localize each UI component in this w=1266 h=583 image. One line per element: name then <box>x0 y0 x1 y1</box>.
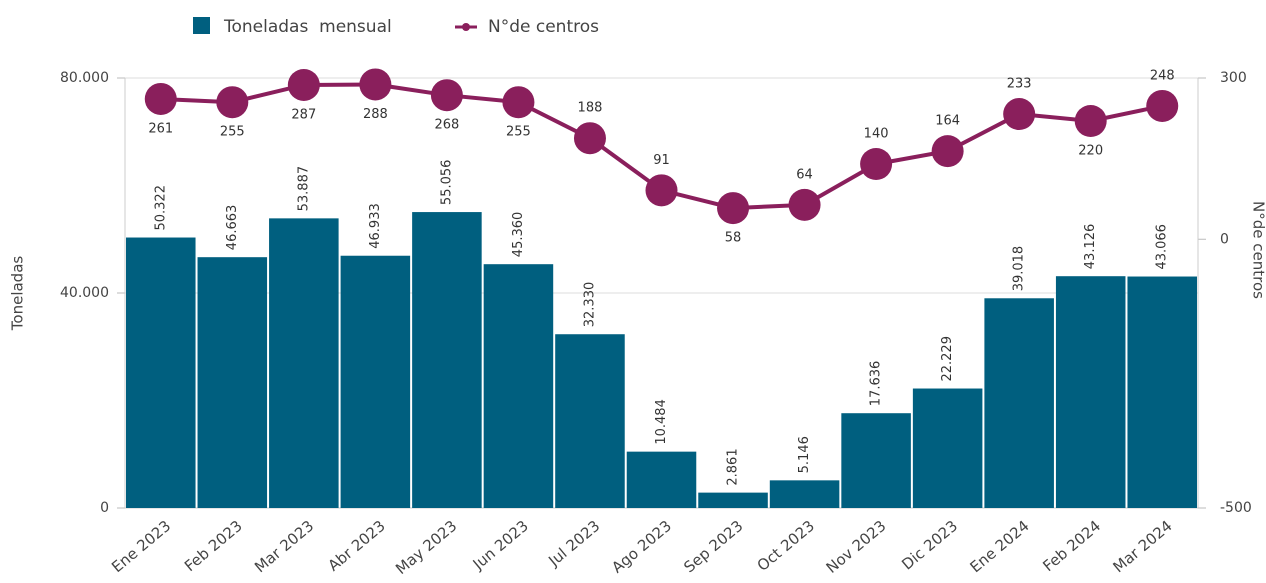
value-label: 46.663 <box>225 205 240 250</box>
value-label: 53.887 <box>296 166 311 212</box>
bar <box>769 480 840 508</box>
legend-label: Toneladas mensual <box>223 17 392 37</box>
x-tick-label: Dic 2023 <box>898 517 961 574</box>
x-tick-label: Abr 2023 <box>324 517 388 575</box>
line-marker <box>645 174 678 207</box>
value-label: 261 <box>148 121 173 136</box>
x-tick-label: Oct 2023 <box>754 517 818 575</box>
bar <box>912 388 983 508</box>
legend-label: N°de centros <box>488 17 599 37</box>
value-label: 220 <box>1078 144 1103 159</box>
bar <box>1127 276 1197 508</box>
x-tick-label: Feb 2024 <box>1039 517 1104 575</box>
value-label: 22.229 <box>940 336 955 382</box>
value-label: 32.330 <box>582 282 597 328</box>
y-tick-label: 0 <box>100 500 109 516</box>
line-marker <box>1146 89 1179 122</box>
y-axis-label: Toneladas <box>9 256 27 332</box>
value-label: 164 <box>935 114 960 129</box>
bar <box>841 413 911 508</box>
bar <box>555 334 625 508</box>
line-marker <box>1074 105 1107 137</box>
value-label: 91 <box>653 153 670 168</box>
line-marker <box>573 122 606 155</box>
value-label: 43.126 <box>1083 224 1098 270</box>
x-tick-label: Jun 2023 <box>469 517 532 574</box>
value-label: 39.018 <box>1012 246 1027 292</box>
value-label: 46.933 <box>368 203 383 249</box>
value-label: 43.066 <box>1155 224 1170 270</box>
bar <box>126 237 196 508</box>
x-tick-label: May 2023 <box>392 517 460 578</box>
bar <box>269 218 339 509</box>
y-tick-label: 80.000 <box>60 70 109 86</box>
legend-marker <box>462 23 470 31</box>
y2-tick-label: 0 <box>1220 231 1229 247</box>
bar <box>197 257 268 508</box>
value-label: 45.360 <box>511 212 526 258</box>
line-marker <box>717 192 750 225</box>
line-marker <box>788 188 821 221</box>
value-label: 248 <box>1150 68 1175 83</box>
value-label: 268 <box>434 118 459 133</box>
value-label: 287 <box>291 107 316 122</box>
bar <box>626 451 697 508</box>
line-marker <box>502 86 535 119</box>
line-marker <box>287 68 320 101</box>
value-label: 188 <box>578 101 603 116</box>
x-tick-label: Ago 2023 <box>608 517 675 577</box>
x-tick-label: Ene 2023 <box>108 517 174 577</box>
line-marker <box>430 79 463 112</box>
x-tick-label: Feb 2023 <box>181 517 246 575</box>
x-tick-label: Mar 2023 <box>251 517 317 577</box>
bar <box>698 492 768 508</box>
y-tick-label: 40.000 <box>60 285 109 301</box>
line-marker <box>860 148 893 180</box>
value-label: 233 <box>1007 77 1032 92</box>
value-label: 50.322 <box>153 185 168 231</box>
value-label: 2.861 <box>726 448 741 485</box>
y2-tick-label: 300 <box>1220 70 1247 86</box>
x-tick-label: Jul 2023 <box>544 517 603 571</box>
bar <box>1055 276 1126 508</box>
value-label: 255 <box>506 125 531 140</box>
y2-tick-label: -500 <box>1220 500 1252 516</box>
value-label: 55.056 <box>439 160 454 206</box>
bar <box>483 264 554 508</box>
value-label: 64 <box>796 167 813 182</box>
value-label: 140 <box>864 127 889 142</box>
x-tick-label: Nov 2023 <box>823 517 890 577</box>
x-tick-label: Ene 2024 <box>967 517 1033 577</box>
line-marker <box>1003 98 1036 131</box>
line-marker <box>359 68 392 101</box>
value-label: 5.146 <box>797 436 812 473</box>
legend-swatch <box>193 17 210 34</box>
y2-axis-label: N°de centros <box>1250 201 1266 299</box>
line-marker <box>216 86 249 119</box>
line-marker <box>144 82 177 115</box>
bar <box>984 298 1054 508</box>
bar <box>340 255 411 508</box>
value-label: 17.636 <box>869 361 884 407</box>
line-marker <box>931 135 964 168</box>
x-tick-label: Mar 2024 <box>1110 517 1176 577</box>
value-label: 288 <box>363 107 388 122</box>
value-label: 58 <box>725 231 742 246</box>
value-label: 255 <box>220 125 245 140</box>
value-label: 10.484 <box>654 399 669 445</box>
x-tick-label: Sep 2023 <box>680 517 746 577</box>
bar <box>412 212 482 508</box>
